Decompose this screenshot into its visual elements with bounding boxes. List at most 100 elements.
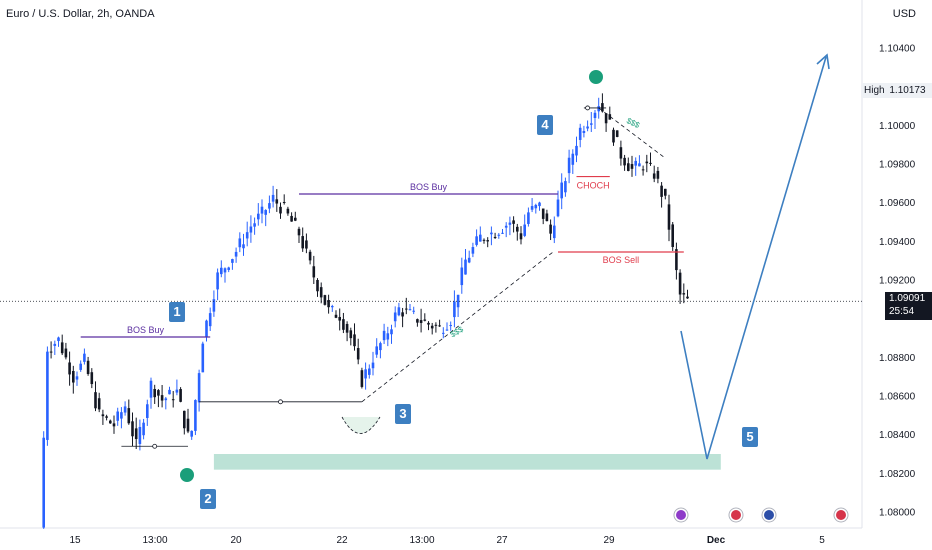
x-tick-label: Dec bbox=[707, 535, 726, 546]
candle-down bbox=[334, 314, 338, 318]
high-marker-dot bbox=[589, 70, 603, 84]
candle-down bbox=[286, 208, 290, 214]
candle-up bbox=[116, 411, 119, 421]
candle-down bbox=[127, 408, 131, 424]
candle-up bbox=[538, 202, 541, 207]
candle-up bbox=[564, 181, 567, 193]
candle-up bbox=[382, 330, 386, 341]
candle-down bbox=[423, 319, 427, 321]
low-marker-dot bbox=[180, 468, 194, 482]
candle-down bbox=[327, 299, 330, 308]
x-tick-label: 20 bbox=[230, 535, 242, 546]
candle-up bbox=[371, 362, 375, 369]
candle-down bbox=[401, 312, 404, 317]
candle-down bbox=[308, 251, 312, 261]
candle-down bbox=[305, 240, 308, 249]
candle-up bbox=[201, 343, 205, 373]
candle-down bbox=[353, 334, 356, 347]
candle-up bbox=[264, 210, 267, 215]
candle-down bbox=[486, 240, 489, 242]
chart-title: Euro / U.S. Dollar, 2h, OANDA bbox=[6, 8, 155, 20]
candle-down bbox=[279, 206, 282, 214]
step-label-1: 1 bbox=[169, 302, 185, 322]
candle-down bbox=[275, 199, 279, 204]
candle-up bbox=[567, 157, 571, 174]
candle-down bbox=[316, 279, 319, 292]
candle-down bbox=[171, 399, 175, 401]
high-label-text: High bbox=[864, 85, 885, 96]
candle-down bbox=[675, 249, 678, 271]
candle-up bbox=[242, 244, 245, 249]
candle-down bbox=[186, 418, 190, 432]
projection-arrowhead bbox=[816, 53, 830, 70]
candle-up bbox=[231, 259, 234, 263]
candle-down bbox=[430, 325, 434, 329]
y-tick-label: 1.08000 bbox=[879, 508, 916, 519]
candle-up bbox=[364, 369, 367, 379]
candle-up bbox=[164, 398, 168, 401]
candle-down bbox=[405, 308, 408, 310]
candle-down bbox=[434, 324, 438, 326]
candle-up bbox=[560, 182, 563, 199]
candle-up bbox=[460, 267, 464, 286]
candle-down bbox=[682, 293, 686, 295]
currency-label: USD bbox=[892, 8, 916, 20]
step-label-4: 4 bbox=[537, 115, 553, 135]
event-flag-eu bbox=[764, 510, 774, 520]
candle-down bbox=[601, 103, 604, 112]
candle-down bbox=[342, 319, 345, 330]
step-label-5: 5 bbox=[742, 427, 758, 447]
event-flag-us-1 bbox=[731, 510, 741, 520]
candle-up bbox=[475, 236, 478, 245]
candle-up bbox=[379, 343, 382, 351]
candle-down bbox=[623, 157, 626, 166]
candle-down bbox=[301, 236, 304, 249]
candle-down bbox=[338, 316, 341, 321]
candle-down bbox=[60, 342, 64, 354]
candle-up bbox=[368, 368, 371, 375]
candle-up bbox=[638, 163, 641, 167]
candle-up bbox=[146, 404, 149, 418]
candle-up bbox=[53, 343, 57, 346]
candle-down bbox=[630, 164, 634, 169]
candle-up bbox=[83, 353, 86, 362]
y-tick-label: 1.09800 bbox=[879, 160, 916, 171]
candle-up bbox=[504, 225, 508, 228]
bos-sell-label: BOS Sell bbox=[603, 255, 640, 265]
candle-up bbox=[120, 412, 123, 419]
sweep-curve bbox=[341, 416, 381, 434]
candle-up bbox=[530, 206, 534, 210]
candle-up bbox=[75, 376, 79, 380]
y-tick-label: 1.08200 bbox=[879, 469, 916, 480]
candle-down bbox=[482, 239, 486, 241]
candle-up bbox=[194, 400, 197, 431]
candle-up bbox=[453, 301, 456, 318]
candle-down bbox=[360, 370, 364, 387]
candle-up bbox=[205, 320, 208, 337]
candle-up bbox=[582, 131, 586, 133]
candle-down bbox=[493, 236, 497, 239]
candle-down bbox=[419, 320, 423, 323]
candle-down bbox=[86, 360, 90, 375]
candle-down bbox=[678, 272, 682, 295]
y-tick-label: 1.09400 bbox=[879, 237, 916, 248]
support-zone bbox=[213, 454, 721, 470]
candle-up bbox=[471, 247, 475, 254]
liquidity-label-low: $$$ bbox=[449, 324, 466, 339]
candle-up bbox=[234, 251, 238, 257]
candle-down bbox=[652, 173, 656, 179]
candle-up bbox=[412, 310, 415, 312]
projection-path bbox=[680, 56, 827, 460]
candle-down bbox=[519, 233, 523, 240]
candle-down bbox=[512, 220, 515, 224]
candle-down bbox=[131, 421, 134, 437]
candle-up bbox=[331, 306, 334, 308]
candle-up bbox=[590, 123, 593, 125]
y-tick-label: 1.08800 bbox=[879, 353, 916, 364]
candle-up bbox=[442, 332, 445, 334]
x-tick-label: 13:00 bbox=[142, 535, 167, 546]
candle-up bbox=[497, 234, 501, 236]
candle-up bbox=[556, 199, 560, 217]
candle-up bbox=[268, 203, 271, 209]
